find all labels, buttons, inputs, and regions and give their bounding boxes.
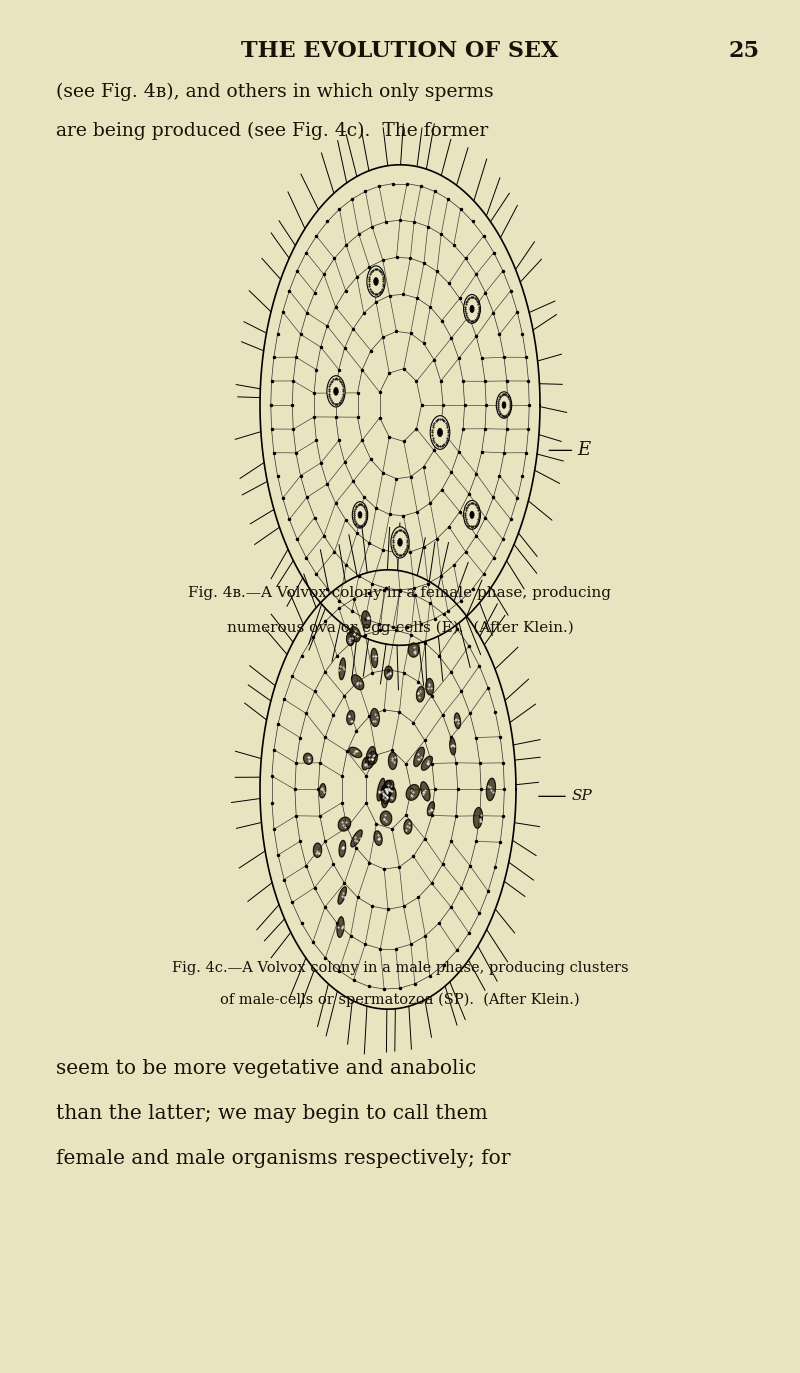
- Polygon shape: [450, 737, 456, 755]
- Polygon shape: [351, 829, 362, 847]
- Text: than the latter; we may begin to call them: than the latter; we may begin to call th…: [56, 1104, 488, 1123]
- Circle shape: [334, 387, 338, 395]
- Polygon shape: [486, 778, 495, 800]
- Polygon shape: [349, 747, 362, 758]
- Polygon shape: [417, 686, 425, 702]
- Text: seem to be more vegetative and anabolic: seem to be more vegetative and anabolic: [56, 1059, 476, 1078]
- Polygon shape: [382, 787, 389, 807]
- Text: SP: SP: [571, 789, 592, 803]
- Polygon shape: [414, 747, 424, 766]
- Polygon shape: [404, 820, 412, 833]
- Circle shape: [327, 376, 345, 406]
- Polygon shape: [381, 785, 390, 805]
- Polygon shape: [421, 781, 430, 800]
- Polygon shape: [408, 643, 419, 658]
- Circle shape: [367, 266, 385, 297]
- Polygon shape: [314, 843, 322, 857]
- Circle shape: [496, 391, 512, 419]
- Polygon shape: [385, 666, 393, 680]
- Text: THE EVOLUTION OF SEX: THE EVOLUTION OF SEX: [242, 40, 558, 62]
- Text: (see Fig. 4ʙ), and others in which only sperms: (see Fig. 4ʙ), and others in which only …: [56, 82, 494, 102]
- Polygon shape: [338, 817, 350, 831]
- Circle shape: [391, 527, 409, 557]
- Text: E: E: [578, 441, 590, 460]
- Polygon shape: [426, 678, 434, 695]
- Circle shape: [502, 402, 506, 408]
- Text: 25: 25: [729, 40, 759, 62]
- Polygon shape: [362, 758, 369, 770]
- Circle shape: [374, 277, 378, 286]
- Polygon shape: [303, 754, 313, 765]
- Polygon shape: [381, 787, 393, 796]
- Polygon shape: [346, 632, 354, 645]
- Polygon shape: [351, 674, 364, 689]
- Polygon shape: [387, 787, 396, 802]
- Polygon shape: [377, 778, 385, 800]
- Text: numerous ova or egg-cells (E).  (After Klein.): numerous ova or egg-cells (E). (After Kl…: [226, 621, 574, 634]
- Circle shape: [470, 305, 474, 313]
- Polygon shape: [382, 780, 394, 799]
- Polygon shape: [370, 708, 379, 726]
- Polygon shape: [427, 802, 434, 816]
- Polygon shape: [422, 757, 432, 770]
- Polygon shape: [366, 747, 376, 769]
- Circle shape: [352, 501, 368, 529]
- Circle shape: [358, 512, 362, 518]
- Polygon shape: [347, 711, 354, 725]
- Polygon shape: [338, 887, 346, 905]
- Polygon shape: [371, 648, 378, 667]
- Polygon shape: [474, 807, 482, 828]
- Circle shape: [470, 511, 474, 519]
- Circle shape: [438, 428, 442, 437]
- Polygon shape: [389, 752, 397, 769]
- Polygon shape: [339, 840, 346, 857]
- Polygon shape: [368, 751, 378, 765]
- Polygon shape: [337, 917, 344, 938]
- Circle shape: [398, 538, 402, 546]
- Circle shape: [464, 295, 480, 324]
- Polygon shape: [319, 784, 326, 798]
- Text: are being produced (see Fig. 4c).  The former: are being produced (see Fig. 4c). The fo…: [56, 121, 488, 140]
- Text: of male-cells or spermatozoa (SP).  (After Klein.): of male-cells or spermatozoa (SP). (Afte…: [220, 993, 580, 1006]
- Polygon shape: [362, 611, 370, 629]
- Text: female and male organisms respectively; for: female and male organisms respectively; …: [56, 1149, 510, 1168]
- Polygon shape: [380, 811, 392, 825]
- Polygon shape: [384, 780, 392, 794]
- Polygon shape: [339, 658, 346, 680]
- Polygon shape: [350, 627, 360, 641]
- Polygon shape: [380, 787, 392, 800]
- Polygon shape: [454, 713, 461, 729]
- Polygon shape: [406, 784, 419, 800]
- Circle shape: [430, 416, 450, 449]
- Polygon shape: [374, 831, 382, 846]
- Text: Fig. 4c.—A Volvox colony in a male phase, producing clusters: Fig. 4c.—A Volvox colony in a male phase…: [172, 961, 628, 975]
- Text: Fig. 4ʙ.—A Volvox colony in a female phase, producing: Fig. 4ʙ.—A Volvox colony in a female pha…: [189, 586, 611, 600]
- Circle shape: [464, 500, 480, 530]
